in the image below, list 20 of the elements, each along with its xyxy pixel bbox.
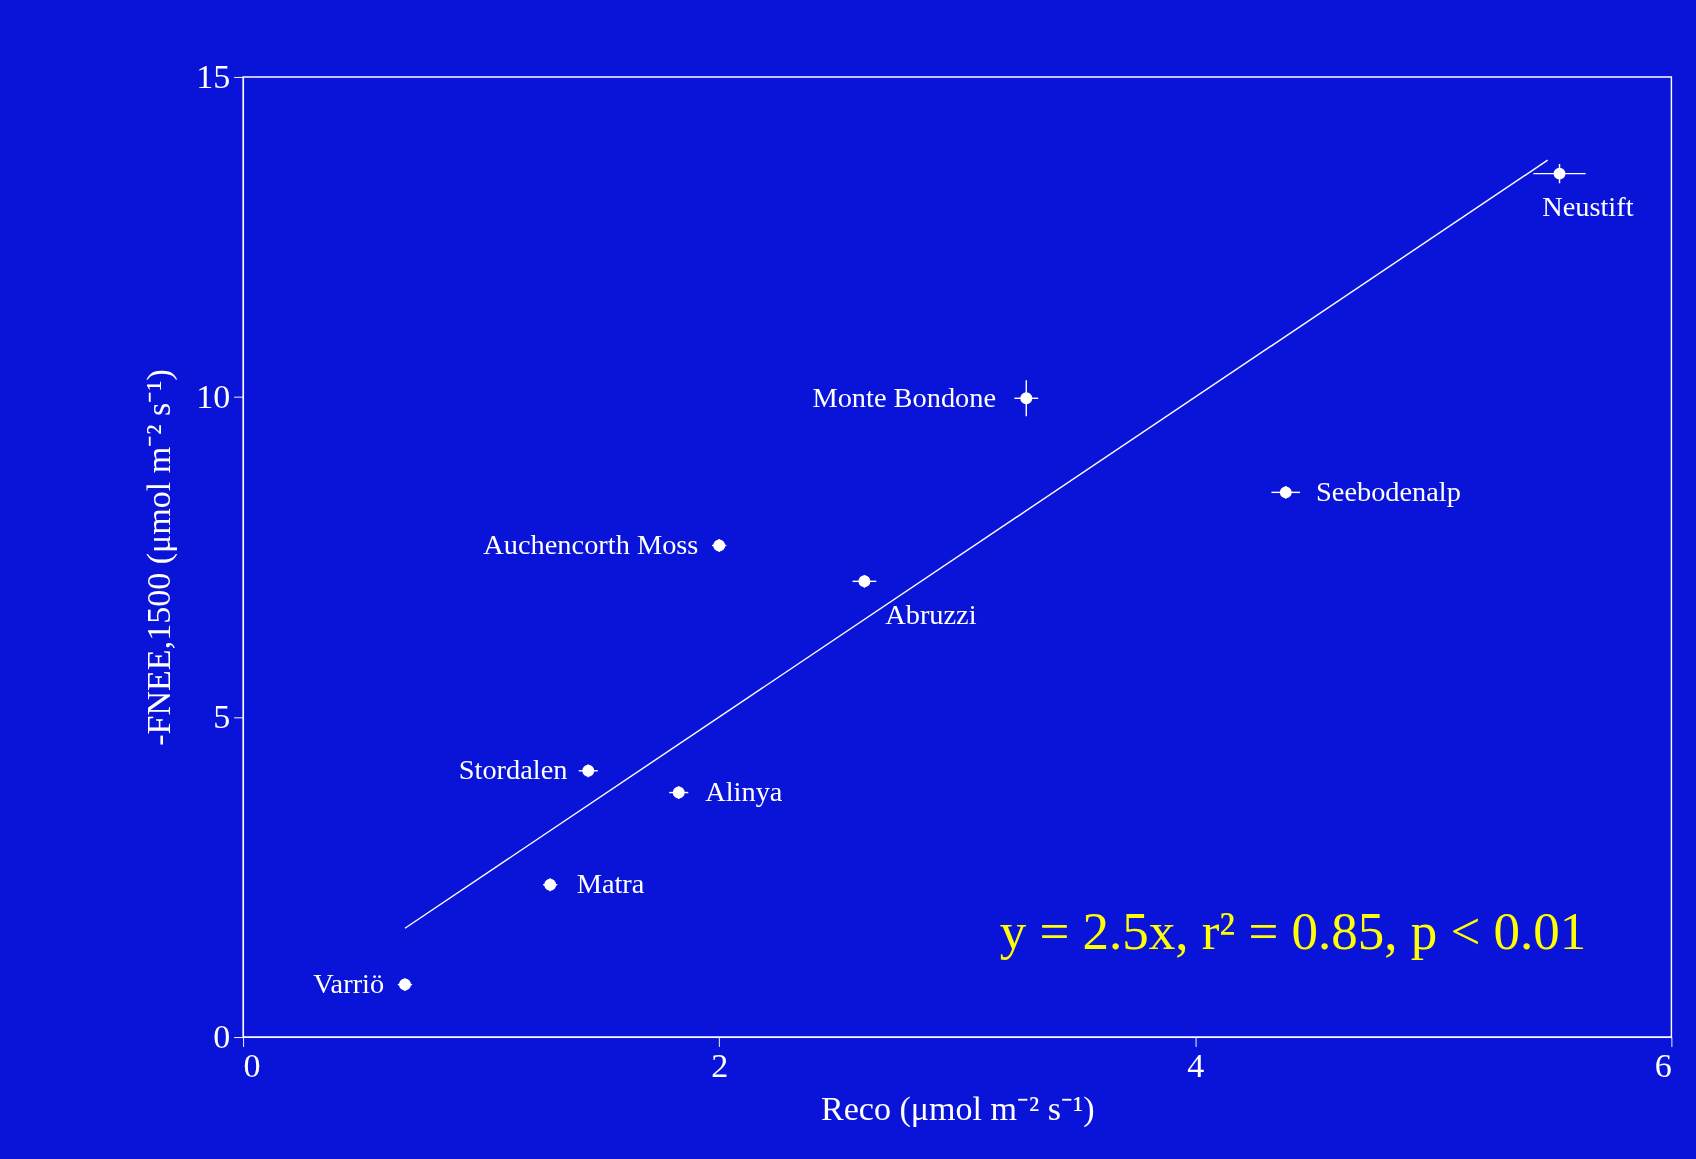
x-tick-label: 2	[711, 1047, 729, 1085]
annotation: Monte Bondone	[812, 381, 997, 413]
y-tick-label: 15	[196, 57, 231, 95]
y-tick-label: 10	[196, 377, 231, 415]
annotation: y = 2.5x, r² = 0.85, p < 0.01	[999, 902, 1587, 961]
annotation: Neustift	[1542, 191, 1634, 223]
annotation: Abruzzi	[885, 598, 977, 630]
x-tick-label: 6	[1654, 1047, 1672, 1085]
x-tick-label: 4	[1187, 1047, 1205, 1085]
annotation: Varriö	[313, 968, 385, 1000]
y-tick-label: 5	[213, 697, 231, 735]
annotation: Auchencorth Moss	[483, 529, 699, 561]
annotation: Matra	[576, 868, 645, 900]
annotation: Seebodenalp	[1316, 475, 1461, 507]
x-tick-label: 0	[243, 1047, 261, 1085]
annotation: Stordalen	[458, 754, 568, 786]
x-axis-title: Reco (μmol m⁻² s⁻¹)	[820, 1089, 1095, 1128]
y-axis-title: -FNEE,1500 (μmol m⁻² s⁻¹)	[139, 369, 178, 746]
annotation: Alinya	[705, 776, 783, 808]
y-tick-label: 0	[213, 1017, 231, 1055]
